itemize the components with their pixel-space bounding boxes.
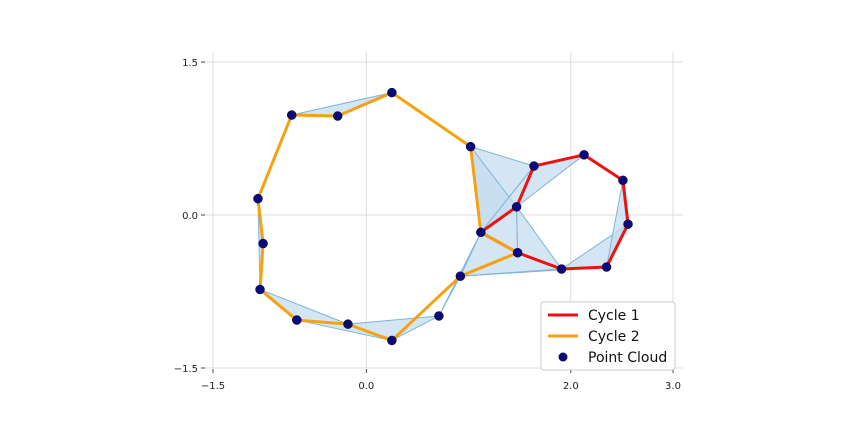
- data-point: [343, 319, 353, 329]
- data-point: [529, 161, 539, 171]
- data-point: [255, 284, 265, 295]
- series-line-cycle-1: [479, 153, 630, 271]
- series-line-cycle-2: [256, 91, 520, 342]
- legend-label-cycle-1: Cycle 1: [588, 308, 640, 324]
- y-tick-label: −1.5: [174, 364, 198, 375]
- data-point: [253, 193, 263, 204]
- y-tick-label: 0.0: [182, 211, 198, 222]
- point-cloud: [253, 87, 633, 346]
- x-tick-label: 2.0: [563, 381, 579, 392]
- x-tick-label: 3.0: [665, 381, 681, 392]
- data-point: [387, 87, 397, 98]
- data-point: [292, 315, 302, 325]
- legend-swatch-point-cloud: [558, 352, 568, 362]
- data-point: [579, 150, 589, 160]
- simplex-triangle: [291, 92, 393, 117]
- legend: Cycle 1 Cycle 2 Point Cloud: [540, 301, 676, 371]
- data-point: [623, 219, 633, 229]
- data-point: [465, 141, 476, 152]
- legend-label-point-cloud: Point Cloud: [588, 350, 667, 366]
- x-tick-label: −1.5: [201, 381, 225, 392]
- data-point: [512, 247, 523, 258]
- data-point: [455, 271, 466, 281]
- data-point: [618, 175, 628, 186]
- data-point: [601, 262, 612, 272]
- cycle-lines: [256, 91, 630, 342]
- data-point: [258, 238, 268, 249]
- x-tick-label: 0.0: [358, 381, 374, 392]
- data-point: [434, 311, 444, 321]
- legend-box: [540, 301, 676, 371]
- simplex-triangle: [259, 288, 349, 325]
- y-tick-label: 1.5: [182, 58, 198, 69]
- data-point: [476, 227, 486, 238]
- legend-label-cycle-2: Cycle 2: [588, 329, 640, 345]
- data-point: [286, 110, 297, 120]
- data-point: [556, 264, 567, 274]
- data-point: [332, 111, 343, 121]
- data-point: [387, 335, 397, 346]
- data-point: [511, 202, 522, 212]
